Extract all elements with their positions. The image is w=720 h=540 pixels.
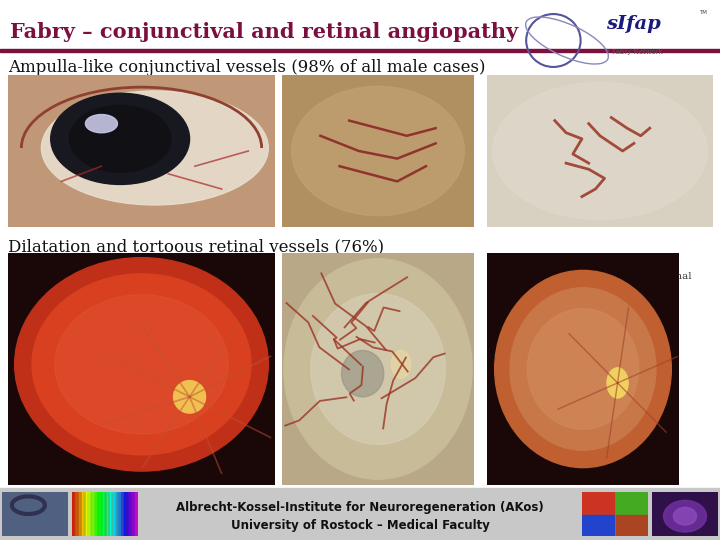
Bar (0, 488, 720, 540)
Ellipse shape (50, 93, 189, 185)
Bar (76, 492, 78, 536)
Bar (93, 492, 96, 536)
Bar (616, 492, 648, 514)
Text: TM: TM (699, 10, 707, 15)
Bar (89, 492, 93, 536)
Bar (110, 492, 114, 536)
Text: University of Rostock – Medical Faculty: University of Rostock – Medical Faculty (230, 518, 490, 531)
Ellipse shape (510, 288, 656, 450)
Bar (100, 492, 103, 536)
Bar (103, 492, 107, 536)
Ellipse shape (607, 368, 628, 398)
Ellipse shape (14, 258, 269, 471)
Circle shape (86, 114, 117, 133)
Text: • Fabry Network: • Fabry Network (606, 49, 662, 55)
Text: Fabry – conjunctival and retinal angiopathy: Fabry – conjunctival and retinal angiopa… (10, 22, 518, 42)
Ellipse shape (174, 381, 206, 413)
Bar (616, 515, 648, 536)
Ellipse shape (673, 508, 696, 525)
Text: Courtesy of  Prof. Dr. R. Guthoff, Rostock: Courtesy of Prof. Dr. R. Guthoff, Rostoc… (487, 473, 676, 482)
Bar (582, 492, 613, 514)
Bar (582, 515, 613, 536)
Ellipse shape (41, 91, 269, 205)
Bar (96, 492, 99, 536)
Ellipse shape (527, 309, 639, 429)
Ellipse shape (311, 294, 445, 444)
Ellipse shape (492, 83, 707, 219)
Ellipse shape (284, 259, 472, 479)
Bar (86, 492, 89, 536)
Bar (79, 492, 82, 536)
Text: sIfap: sIfap (606, 15, 661, 33)
Bar (127, 492, 131, 536)
Bar (105, 492, 138, 536)
Bar (114, 492, 117, 536)
Text: Normal: Normal (652, 272, 692, 281)
Bar (124, 492, 127, 536)
Text: Ampulla-like conjunctival vessels (98% of all male cases): Ampulla-like conjunctival vessels (98% o… (8, 59, 485, 77)
Bar (82, 492, 86, 536)
Text: Dilatation and tortoous retinal vessels (76%): Dilatation and tortoous retinal vessels … (8, 239, 384, 255)
Bar (0, 49, 720, 52)
Text: Albrecht-Kossel-Institute for Neuroregeneration (AKos): Albrecht-Kossel-Institute for Neuroregen… (176, 501, 544, 514)
Bar (135, 492, 138, 536)
Bar (138, 492, 141, 536)
Ellipse shape (292, 86, 464, 215)
Bar (131, 492, 135, 536)
Ellipse shape (341, 350, 384, 397)
Bar (117, 492, 120, 536)
Bar (72, 492, 105, 536)
Ellipse shape (664, 501, 706, 532)
Ellipse shape (69, 105, 171, 172)
Ellipse shape (32, 274, 251, 455)
Bar (107, 492, 110, 536)
Ellipse shape (495, 271, 671, 468)
Ellipse shape (55, 295, 228, 434)
Bar (72, 492, 76, 536)
Ellipse shape (392, 350, 410, 379)
Bar (121, 492, 124, 536)
